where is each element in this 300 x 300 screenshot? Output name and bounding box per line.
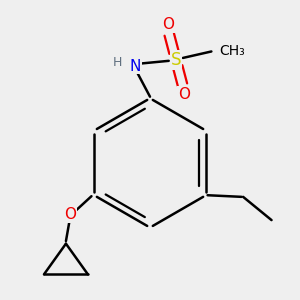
Text: O: O	[162, 17, 174, 32]
Text: O: O	[64, 207, 76, 222]
Text: CH₃: CH₃	[219, 44, 244, 58]
Text: N: N	[130, 58, 141, 74]
Text: O: O	[178, 87, 190, 102]
Text: S: S	[171, 50, 181, 68]
Text: H: H	[113, 56, 122, 69]
